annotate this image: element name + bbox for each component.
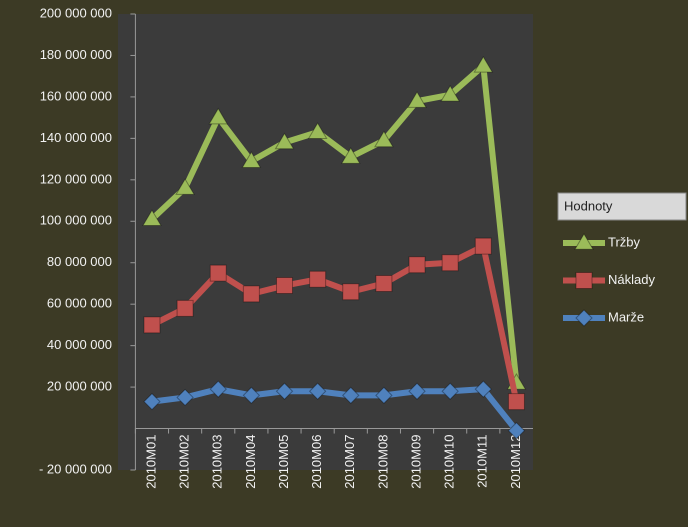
y-tick-label: 140 000 000: [40, 130, 112, 145]
legend-label[interactable]: Tržby: [608, 234, 641, 249]
y-tick-label: 200 000 000: [40, 5, 112, 20]
marker[interactable]: [340, 147, 361, 164]
marker[interactable]: [176, 388, 194, 407]
legend-title-box[interactable]: [557, 192, 687, 221]
marker[interactable]: [142, 209, 162, 226]
marker[interactable]: [440, 84, 461, 102]
x-tick-label: 2010M08: [375, 435, 390, 489]
marker[interactable]: [407, 91, 427, 108]
marker[interactable]: [143, 316, 161, 334]
marker[interactable]: [209, 380, 227, 398]
y-tick-label: - 20 000 000: [39, 461, 112, 476]
y-tick-label: 160 000 000: [40, 88, 112, 103]
y-tick-label: 80 000 000: [47, 254, 112, 269]
y-tick-label: 60 000 000: [47, 296, 112, 311]
x-tick-label: 2010M04: [243, 435, 258, 489]
marker[interactable]: [507, 421, 526, 440]
legend-title[interactable]: Hodnoty: [564, 198, 613, 213]
marker[interactable]: [474, 237, 492, 255]
marker[interactable]: [473, 55, 494, 73]
marker[interactable]: [474, 380, 493, 398]
x-tick-label: 2010M02: [177, 435, 192, 489]
marker[interactable]: [308, 382, 327, 400]
marker[interactable]: [143, 392, 161, 411]
marker: [575, 309, 593, 327]
marker[interactable]: [175, 178, 195, 195]
y-tick-label: 100 000 000: [40, 213, 112, 228]
marker[interactable]: [342, 283, 360, 301]
plot-area: [118, 14, 533, 470]
x-tick-label: 2010M10: [442, 435, 457, 489]
legend-label[interactable]: Marže: [608, 309, 644, 324]
y-tick-label: 20 000 000: [47, 379, 112, 394]
y-tick-label: 120 000 000: [40, 171, 112, 186]
marker[interactable]: [441, 382, 459, 400]
series-line: [149, 62, 520, 384]
marker[interactable]: [274, 132, 295, 150]
marker[interactable]: [208, 107, 229, 125]
x-tick-label: 2010M01: [143, 435, 158, 489]
x-tick-label: 2010M09: [408, 435, 423, 489]
marker[interactable]: [276, 277, 293, 295]
marker[interactable]: [342, 386, 360, 405]
marker[interactable]: [441, 254, 459, 272]
legend-label[interactable]: Náklady: [608, 272, 655, 287]
marker[interactable]: [408, 382, 426, 400]
marker[interactable]: [275, 382, 294, 400]
x-tick-label: 2010M07: [342, 435, 357, 489]
marker[interactable]: [209, 264, 227, 282]
marker[interactable]: [408, 256, 426, 274]
y-tick-label: 40 000 000: [47, 337, 112, 352]
marker[interactable]: [241, 151, 262, 168]
marker[interactable]: [374, 130, 394, 148]
marker[interactable]: [242, 386, 261, 405]
marker: [575, 272, 593, 289]
marker[interactable]: [176, 299, 194, 317]
x-tick-label: 2010M05: [276, 435, 291, 489]
marker[interactable]: [242, 285, 260, 303]
marker[interactable]: [309, 270, 327, 288]
marker: [574, 233, 594, 250]
marker[interactable]: [507, 393, 525, 411]
x-tick-label: 2010M11: [475, 435, 490, 488]
marker[interactable]: [307, 122, 328, 139]
x-tick-label: 2010M06: [309, 435, 324, 489]
x-tick-label: 2010M03: [210, 435, 225, 489]
y-tick-label: 180 000 000: [40, 47, 112, 62]
x-tick-label: 2010M12: [508, 435, 523, 489]
marker[interactable]: [375, 274, 393, 292]
marker[interactable]: [375, 386, 393, 405]
